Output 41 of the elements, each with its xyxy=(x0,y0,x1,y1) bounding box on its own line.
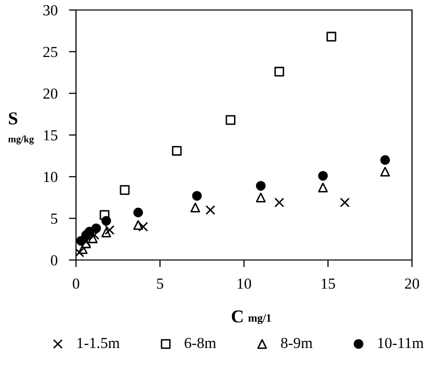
point xyxy=(380,155,390,165)
legend-label: 6-8m xyxy=(184,338,216,348)
point xyxy=(318,182,328,192)
point xyxy=(91,223,102,234)
point xyxy=(274,66,284,77)
x-tick-label: 10 xyxy=(238,278,252,289)
x-tick-label: 15 xyxy=(322,278,336,289)
point xyxy=(256,192,266,202)
point xyxy=(101,216,112,226)
point xyxy=(206,205,216,215)
legend-label: 8-9m xyxy=(281,338,312,348)
legend-label: 10-11m xyxy=(378,338,424,348)
y-tick-label: 30 xyxy=(43,5,58,16)
point xyxy=(318,170,328,181)
y-tick-label: 0 xyxy=(50,255,58,266)
x-tick-label: 0 xyxy=(72,278,80,289)
x-tick-label: 5 xyxy=(157,278,164,289)
y-tick-label: 5 xyxy=(51,214,58,224)
point xyxy=(326,32,336,42)
point xyxy=(133,208,144,218)
legend-label: 1-1.5m xyxy=(78,338,120,348)
x-tick-label: 20 xyxy=(405,278,420,289)
x-axis-title: C mg/1 xyxy=(232,310,271,324)
point xyxy=(172,146,182,156)
point xyxy=(256,180,266,191)
y-tick-label: 20 xyxy=(43,88,58,99)
point xyxy=(190,202,200,212)
point xyxy=(138,222,148,232)
y-tick-label: 25 xyxy=(43,46,58,58)
point xyxy=(340,198,350,208)
point xyxy=(226,115,236,125)
point xyxy=(192,190,202,201)
y-tick-label: 15 xyxy=(44,130,58,140)
point xyxy=(104,225,114,235)
point xyxy=(76,248,84,258)
point xyxy=(274,198,284,208)
point xyxy=(133,220,144,230)
y-axis-title: S mg/kg xyxy=(8,112,34,144)
point xyxy=(120,185,130,195)
y-tick-label: 10 xyxy=(44,172,58,182)
point xyxy=(380,166,390,177)
